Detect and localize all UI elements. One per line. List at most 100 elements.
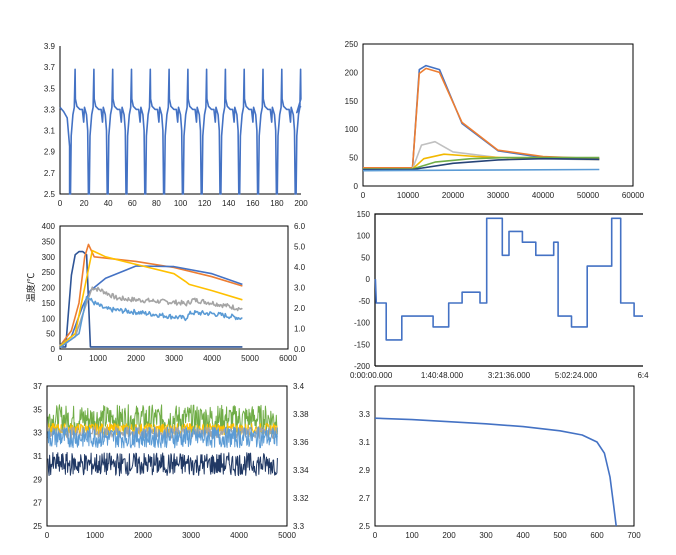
series-line: [60, 250, 243, 348]
x-tick-label: 1000: [89, 354, 107, 363]
x-tick-label: 3000: [182, 531, 200, 540]
y-tick-label: 37: [33, 382, 42, 391]
x-tick-label: 1000: [86, 531, 104, 540]
y2-tick-label: 3.32: [293, 494, 309, 503]
x-tick-label: 500: [553, 531, 567, 540]
y-tick-label: 250: [42, 268, 56, 277]
series-line: [374, 217, 643, 341]
y-axis-title: 温度/℃: [25, 273, 36, 303]
y-tick-label: 27: [33, 499, 42, 508]
x-tick-label: 2000: [134, 531, 152, 540]
y-tick-label: 2.7: [359, 494, 371, 503]
x-tick-label: 80: [152, 199, 161, 208]
y-tick-label: 3.3: [44, 105, 56, 114]
x-tick-label: 40: [104, 199, 113, 208]
y-tick-label: 3.7: [44, 63, 56, 72]
series-line: [362, 168, 600, 172]
x-tick-label: 5:02:24.000: [555, 371, 598, 380]
x-tick-label: 50000: [577, 191, 600, 200]
series-line: [59, 286, 243, 349]
series-line: [59, 249, 243, 347]
y-tick-label: 150: [345, 97, 359, 106]
y-tick-label: 25: [33, 522, 42, 531]
chart-panel-a: 2.5 2.7 2.9 3.1 3.3 3.5 3.7 3.9 0 20 40 60 80 100 120 1…: [44, 42, 308, 208]
plot-frame: [374, 385, 635, 527]
y-tick-label: 200: [345, 68, 359, 77]
y2-tick-label: 3.36: [293, 438, 309, 447]
x-tick-label: 60000: [622, 191, 645, 200]
x-tick-label: 0: [373, 531, 378, 540]
y-tick-label: 150: [357, 210, 371, 219]
x-tick-label: 200: [294, 199, 308, 208]
series-line: [47, 422, 278, 436]
y-tick-label: 250: [345, 40, 359, 49]
x-tick-label: 60: [128, 199, 137, 208]
chart-panel-c: 0 50 100 150 200 250 300 350 400 0.0 1.0 2.0 3.0 4.0 5…: [25, 222, 306, 363]
x-tick-label: 300: [479, 531, 493, 540]
y-tick-label: 3.5: [44, 84, 56, 93]
y2-tick-label: 3.38: [293, 410, 309, 419]
x-tick-label: 2000: [127, 354, 145, 363]
y2-tick-label: 2.0: [294, 304, 306, 313]
x-tick-label: 100: [174, 199, 188, 208]
x-tick-label: 0: [58, 199, 63, 208]
series-line: [363, 64, 600, 170]
y-tick-label: 0: [51, 345, 56, 354]
y-tick-label: 2.5: [44, 190, 56, 199]
y-tick-label: 2.9: [359, 466, 371, 475]
series-line: [59, 68, 302, 195]
plot-frame: [46, 385, 288, 527]
y-tick-label: 35: [33, 405, 42, 414]
y-tick-label: 31: [33, 452, 42, 461]
y-tick-label: 50: [349, 154, 358, 163]
y-tick-label: 300: [42, 253, 56, 262]
y-tick-label: 2.7: [44, 169, 56, 178]
x-tick-label: 3:21:36.000: [488, 371, 531, 380]
y-tick-label: 100: [42, 314, 56, 323]
plot-frame: [59, 225, 289, 350]
x-tick-label: 400: [516, 531, 530, 540]
x-tick-label: 0: [361, 191, 366, 200]
y-tick-label: 100: [345, 125, 359, 134]
x-tick-label: 200: [442, 531, 456, 540]
y-tick-label: 33: [33, 429, 42, 438]
y-tick-label: 350: [42, 237, 56, 246]
series-line: [59, 265, 243, 346]
y-tick-label: 29: [33, 475, 42, 484]
x-tick-label: 100: [405, 531, 419, 540]
series-line: [363, 157, 600, 171]
x-tick-label: 600: [590, 531, 604, 540]
series-line: [363, 67, 600, 169]
x-tick-label: 4000: [230, 531, 248, 540]
x-tick-label: 6000: [279, 354, 297, 363]
y-tick-label: 3.3: [359, 410, 371, 419]
x-tick-label: 700: [627, 531, 641, 540]
y-tick-label: 3.1: [44, 127, 56, 136]
x-tick-label: 140: [222, 199, 236, 208]
x-tick-label: 40000: [532, 191, 555, 200]
x-tick-label: 6:4: [637, 371, 649, 380]
series-line: [47, 452, 278, 477]
y2-tick-label: 3.4: [293, 382, 305, 391]
x-tick-label: 20000: [442, 191, 465, 200]
y-tick-label: 100: [357, 232, 371, 241]
chart-panel-d: -200 -150 -100 -50 0 50 100 150 0:00:00.000 1:40:…: [350, 210, 649, 380]
y-tick-label: 3.9: [44, 42, 56, 51]
series-line: [47, 426, 278, 449]
y2-tick-label: 3.0: [294, 284, 306, 293]
chart-panel-f: 2.5 2.7 2.9 3.1 3.3 0 100 200 300 400 500 600 700: [359, 385, 641, 540]
series-line: [59, 243, 243, 347]
y2-tick-label: 3.3: [293, 522, 305, 531]
y-tick-label: 200: [42, 284, 56, 293]
x-tick-label: 180: [270, 199, 284, 208]
series-line: [59, 295, 243, 349]
x-tick-label: 5000: [241, 354, 259, 363]
chart-panel-b: 0 50 100 150 200 250 0 10000 20000 30000 40000 5000…: [345, 40, 645, 200]
x-tick-label: 3000: [165, 354, 183, 363]
y-tick-label: -100: [354, 319, 371, 328]
y-tick-label: 2.5: [359, 522, 371, 531]
x-tick-label: 30000: [487, 191, 510, 200]
series-line: [374, 417, 617, 527]
x-tick-label: 0: [58, 354, 63, 363]
